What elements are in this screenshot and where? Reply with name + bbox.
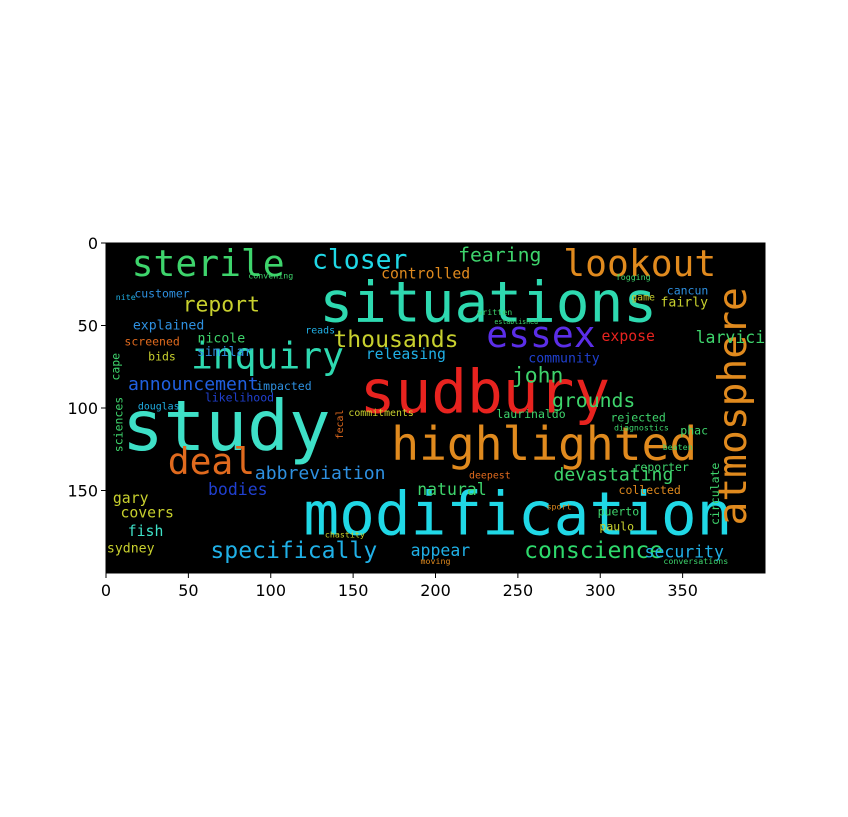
word-paulo: paulo — [599, 519, 634, 533]
y-tick-label: 100 — [67, 399, 98, 418]
word-sydney: sydney — [107, 541, 155, 556]
x-tick-label: 250 — [503, 581, 534, 600]
word-expose: expose — [602, 328, 656, 345]
word-bodies: bodies — [208, 480, 268, 499]
word-sport: sport — [547, 502, 572, 512]
word-sterile: sterile — [132, 242, 285, 285]
x-tick-label: 50 — [178, 581, 198, 600]
y-tick-label: 150 — [67, 482, 98, 501]
word-inquiry: inquiry — [191, 335, 344, 378]
word-nite: nite — [116, 292, 136, 302]
word-commitments: commitments — [348, 408, 413, 419]
word-beaten: beaten — [663, 442, 693, 452]
word-highlighted: highlighted — [391, 417, 697, 471]
word-modification: modification — [303, 481, 732, 550]
word-sciences: sciences — [112, 397, 126, 452]
word-impacted: impacted — [256, 379, 311, 393]
word-conversations: conversations — [663, 556, 728, 566]
x-tick-label: 100 — [255, 581, 286, 600]
x-tick-label: 200 — [420, 581, 451, 600]
word-security: security — [645, 543, 725, 562]
word-cloud: sudbury situations modification study highli… — [107, 242, 775, 566]
word-customer: customer — [134, 287, 189, 301]
word-game: game — [631, 292, 655, 303]
word-douglas: douglas — [138, 401, 180, 412]
word-devastating: devastating — [554, 465, 674, 486]
x-tick-label: 300 — [585, 581, 616, 600]
word-fecal: fecal — [335, 410, 346, 440]
x-tick-label: 0 — [101, 581, 111, 600]
word-larvicid: larvicid — [696, 328, 775, 347]
word-fearing: fearing — [458, 244, 541, 267]
x-tick-label: 150 — [338, 581, 369, 600]
x-tick-label: 350 — [667, 581, 698, 600]
word-rejected: rejected — [610, 410, 665, 424]
word-nicole: nicole — [198, 332, 246, 347]
word-report: report — [183, 293, 260, 318]
word-cancun: cancun — [667, 283, 709, 297]
word-reads: reads — [305, 325, 335, 336]
word-circulate: circulate — [708, 463, 722, 525]
word-community: community — [528, 352, 600, 367]
word-chastity: chastity — [325, 530, 365, 540]
y-axis: 0 50 100 150 — [67, 234, 106, 501]
word-lookout: lookout — [563, 242, 716, 285]
word-written: written — [477, 307, 512, 317]
word-john: john — [512, 364, 564, 389]
word-deepest: deepest — [469, 471, 511, 482]
word-study: study — [122, 387, 331, 467]
word-announcement: announcement — [128, 374, 259, 395]
plot-area — [106, 243, 765, 573]
word-bids: bids — [148, 349, 176, 363]
word-fairly: fairly — [660, 295, 708, 310]
word-appear: appear — [411, 541, 471, 560]
word-explained: explained — [133, 319, 204, 334]
y-tick-label: 0 — [88, 234, 98, 253]
word-laurinaldo: laurinaldo — [496, 407, 565, 421]
word-cape: cape — [108, 353, 122, 381]
word-closer: closer — [312, 245, 407, 276]
word-specifically: specifically — [210, 538, 377, 564]
word-controlled: controlled — [381, 265, 470, 282]
word-puerto: puerto — [598, 504, 640, 518]
word-collected: collected — [619, 483, 681, 497]
word-likelihood: likelihood — [205, 391, 274, 405]
word-abbreviation: abbreviation — [255, 463, 386, 484]
word-conscience: conscience — [524, 538, 663, 564]
x-axis: 0 50 100 150 200 250 300 350 — [101, 573, 698, 600]
word-essex: essex — [486, 313, 595, 356]
word-convening: convening — [248, 271, 293, 281]
y-tick-label: 50 — [78, 317, 98, 336]
word-similar: similar — [197, 345, 253, 360]
word-diagnostics: diagnostics — [614, 422, 669, 432]
word-gary: gary — [113, 490, 149, 507]
word-atmosphere: atmosphere — [710, 287, 756, 525]
word-covers: covers — [120, 505, 173, 522]
word-natural: natural — [417, 480, 487, 499]
word-fish: fish — [128, 523, 164, 540]
word-screened: screened — [124, 335, 179, 349]
word-grounds: grounds — [552, 389, 635, 412]
word-reporter: reporter — [634, 460, 689, 474]
word-thousands: thousands — [333, 327, 458, 353]
word-fogging: fogging — [616, 272, 651, 282]
word-deal: deal — [168, 440, 255, 483]
word-situations: situations — [319, 270, 657, 335]
word-moving: moving — [421, 556, 451, 566]
word-phac: phac — [680, 424, 708, 438]
word-sudbury: sudbury — [360, 359, 610, 428]
word-established: established — [494, 318, 538, 326]
word-releasing: releasing — [366, 346, 446, 363]
